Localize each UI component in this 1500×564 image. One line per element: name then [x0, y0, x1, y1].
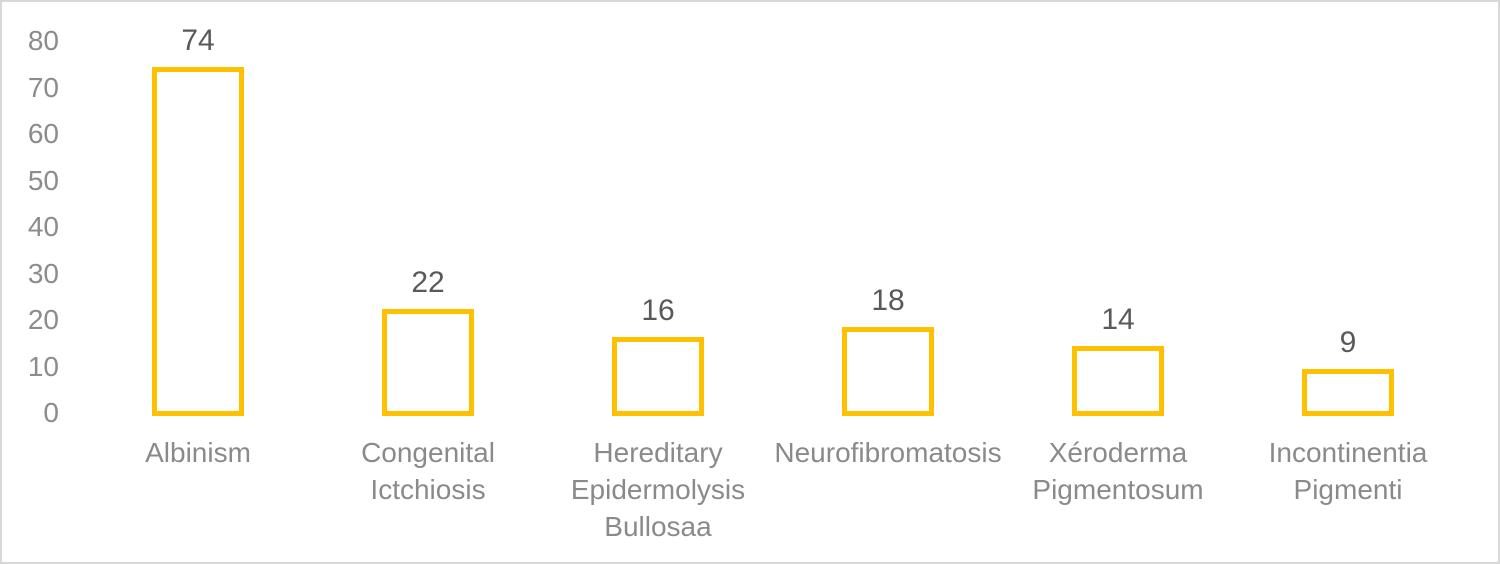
category-label: Albinism — [145, 437, 251, 468]
bar-0 — [152, 67, 244, 416]
bar-value-label: 9 — [1339, 326, 1357, 359]
bar-value-label: 14 — [1101, 303, 1135, 336]
bar-5 — [1302, 369, 1394, 416]
bar-3 — [842, 327, 934, 416]
y-axis-tick-label: 0 — [43, 397, 59, 428]
bar-value-label: 74 — [181, 24, 215, 57]
y-axis-tick-label: 40 — [27, 211, 59, 242]
category-label: Neurofibromatosis — [774, 437, 1002, 468]
y-axis-tick-label: 70 — [27, 71, 59, 103]
bar-1 — [382, 309, 474, 416]
bar-4 — [1072, 346, 1164, 416]
bar-value-label: 22 — [411, 266, 445, 299]
category-label: Incontinentia Pigmenti — [1268, 437, 1428, 505]
category-label: Hereditary Epidermolysis Bullosaa — [570, 437, 746, 542]
bar-2 — [612, 337, 704, 416]
y-axis-tick-label: 10 — [27, 350, 59, 382]
y-axis-tick-label: 50 — [27, 164, 59, 196]
category-label: Congenital Ictchiosis — [361, 437, 495, 505]
bar-value-label: 18 — [871, 284, 905, 317]
y-axis-tick-label: 60 — [27, 118, 59, 149]
category-label: Xéroderma Pigmentosum — [1032, 437, 1204, 505]
y-axis-tick-label: 20 — [27, 304, 59, 335]
y-axis-tick-label: 80 — [27, 25, 59, 56]
y-axis-tick-label: 30 — [27, 257, 59, 289]
bar-value-label: 16 — [641, 294, 675, 327]
